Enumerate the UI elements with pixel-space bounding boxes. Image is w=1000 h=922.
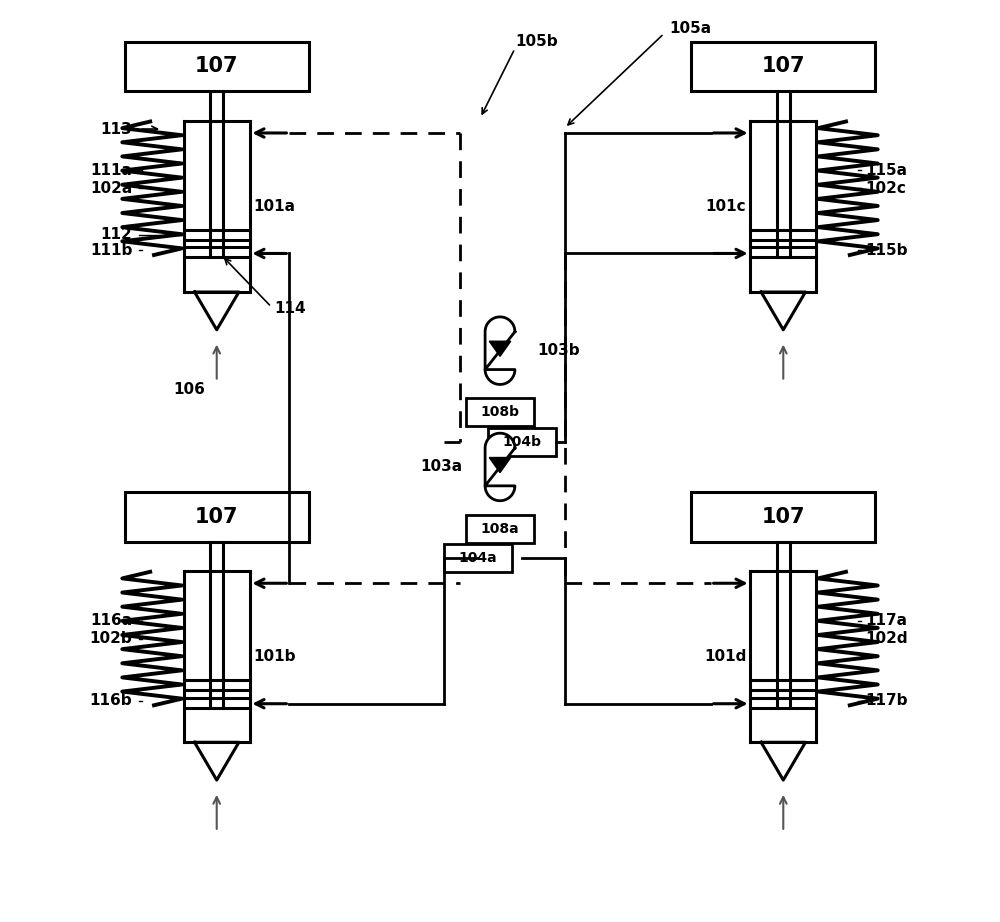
Text: 101d: 101d [704, 649, 747, 665]
Text: 113: 113 [101, 122, 132, 136]
Text: 102d: 102d [866, 631, 908, 646]
Polygon shape [485, 317, 515, 384]
Bar [125, 41, 309, 91]
Polygon shape [485, 433, 515, 501]
Text: 107: 107 [195, 56, 238, 77]
Text: 103b: 103b [538, 343, 580, 358]
Text: 105a: 105a [669, 21, 711, 36]
Bar [691, 491, 875, 541]
Text: 102a: 102a [90, 181, 132, 195]
Text: 106: 106 [173, 382, 205, 397]
Text: 117a: 117a [866, 613, 908, 628]
Text: 116b: 116b [90, 693, 132, 708]
Text: 115b: 115b [866, 243, 908, 258]
Text: 116a: 116a [90, 613, 132, 628]
Text: 102c: 102c [866, 181, 907, 195]
Text: 111a: 111a [90, 163, 132, 178]
Bar [444, 545, 512, 573]
Text: 102b: 102b [89, 631, 132, 646]
Text: 111b: 111b [90, 243, 132, 258]
Text: 108a: 108a [481, 522, 519, 536]
Text: 101c: 101c [705, 199, 746, 214]
Bar [125, 491, 309, 541]
Text: 101b: 101b [253, 649, 296, 665]
Text: 108b: 108b [480, 406, 520, 420]
Text: 107: 107 [762, 56, 805, 77]
Polygon shape [489, 341, 511, 356]
Text: 114: 114 [274, 301, 306, 316]
Text: 104b: 104b [502, 435, 541, 449]
Bar [466, 398, 534, 426]
Text: 107: 107 [762, 507, 805, 526]
Text: 103a: 103a [420, 459, 462, 475]
Text: 117b: 117b [866, 693, 908, 708]
Text: 107: 107 [195, 507, 238, 526]
Text: 112: 112 [100, 227, 132, 242]
Text: 105b: 105b [515, 34, 558, 49]
Text: 104a: 104a [459, 551, 497, 565]
Polygon shape [489, 457, 511, 473]
Text: 101a: 101a [253, 199, 295, 214]
Bar [488, 428, 556, 456]
Bar [466, 514, 534, 542]
Text: 115a: 115a [866, 163, 908, 178]
Bar [691, 41, 875, 91]
